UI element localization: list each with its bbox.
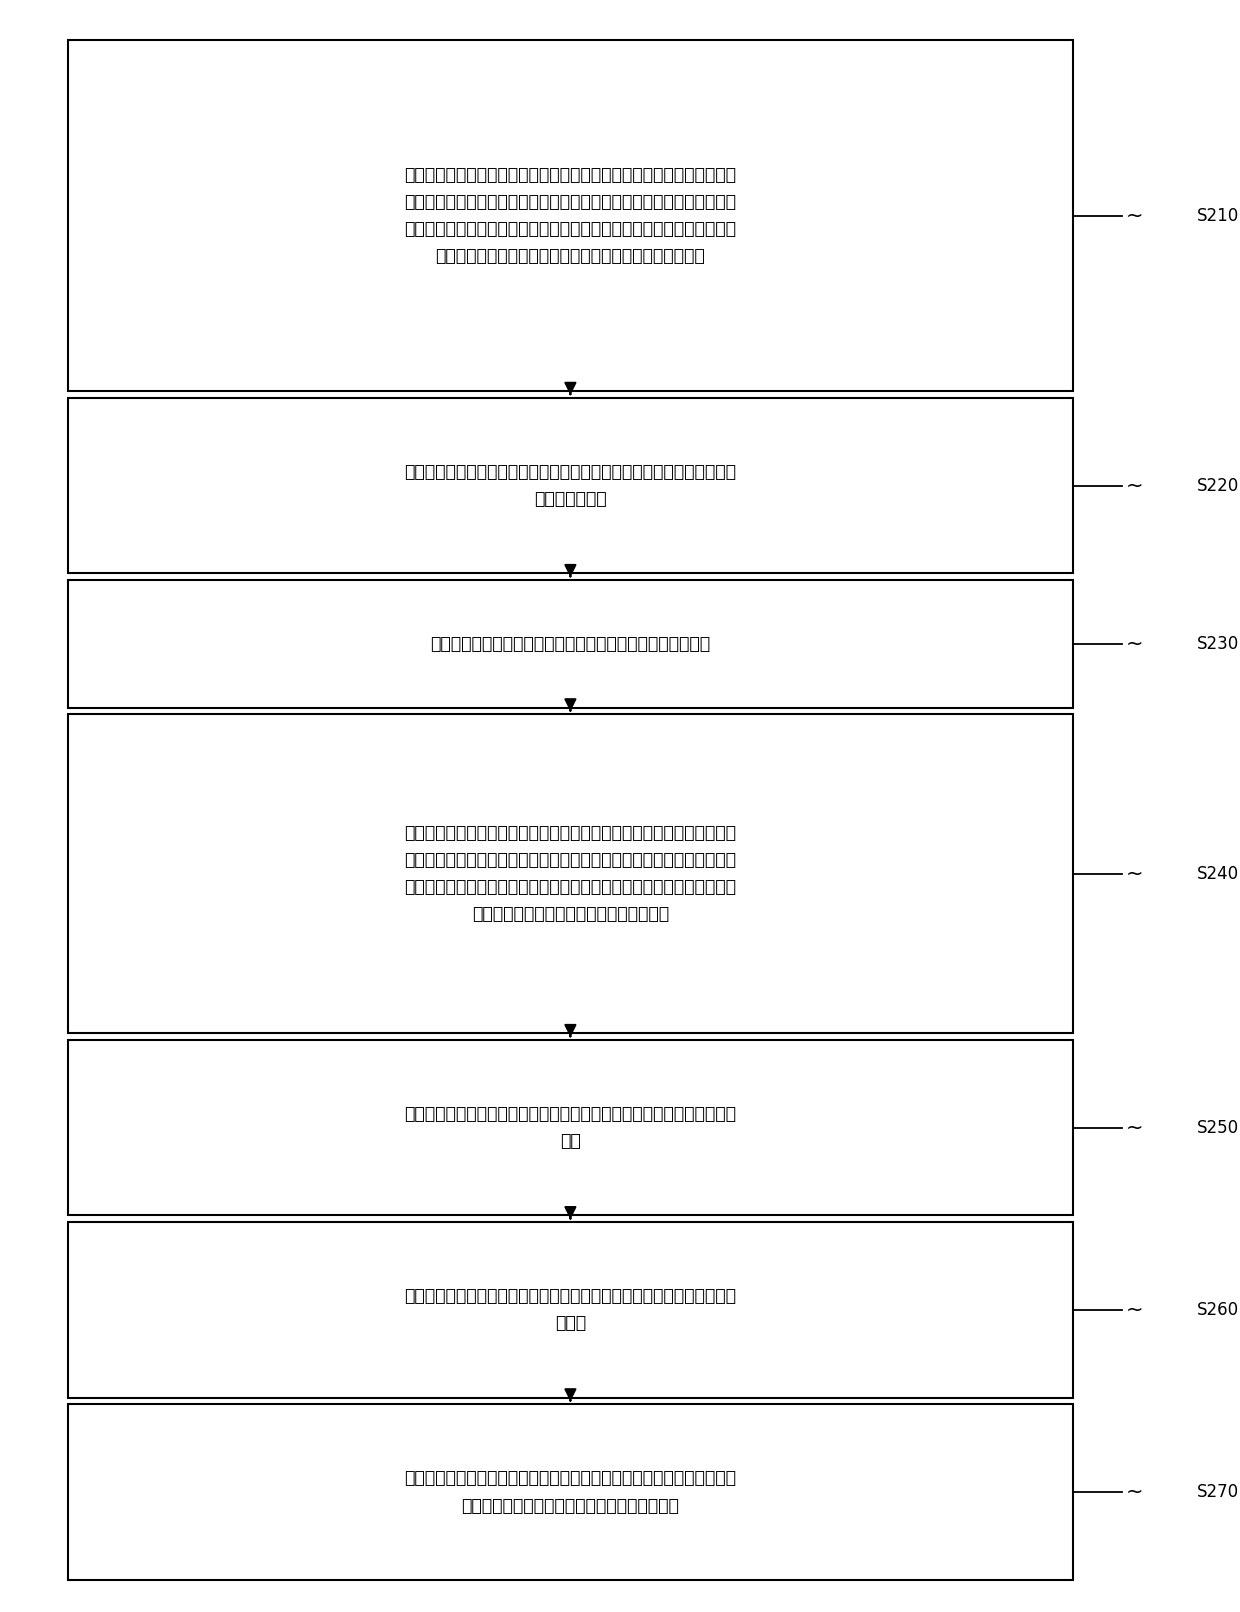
- Text: 通过激励模型产生被测电路模块的指令集合、互联电路模型配置信息以及
存储器模型配置信息，并将指令集合分别发送至主机电路模块和功能模拟
模型，将存储器模型配置信息分: 通过激励模型产生被测电路模块的指令集合、互联电路模型配置信息以及 存储器模型配置…: [404, 166, 737, 266]
- Text: 通过计分板根据操作期待值、主机操作实际值和从机操作实际值，实现对
主机电路模块和从机电路模块间协同工作的验证: 通过计分板根据操作期待值、主机操作实际值和从机操作实际值，实现对 主机电路模块和…: [404, 1470, 737, 1515]
- Bar: [68, 398, 1073, 574]
- Text: ~: ~: [1126, 1481, 1143, 1502]
- Bar: [68, 40, 1073, 392]
- Text: S220: S220: [1197, 477, 1239, 495]
- Text: ~: ~: [1126, 864, 1143, 883]
- Text: ~: ~: [1126, 634, 1143, 654]
- Text: ~: ~: [1126, 1117, 1143, 1138]
- Text: S230: S230: [1197, 635, 1239, 653]
- Text: S210: S210: [1197, 206, 1239, 224]
- Bar: [68, 580, 1073, 708]
- Text: 通过存储器模型根据存储器模型配置信息，实现数据存储功能: 通过存储器模型根据存储器模型配置信息，实现数据存储功能: [430, 635, 711, 653]
- Bar: [68, 1040, 1073, 1215]
- Text: ~: ~: [1126, 476, 1143, 495]
- Text: 通过互联电路模型根据互联电路配置信息，实现主机电路模块和从机电路
模块的互联功能: 通过互联电路模型根据互联电路配置信息，实现主机电路模块和从机电路 模块的互联功能: [404, 463, 737, 508]
- Text: S240: S240: [1197, 864, 1239, 883]
- Bar: [68, 1404, 1073, 1580]
- Text: S250: S250: [1197, 1119, 1239, 1136]
- Text: S260: S260: [1197, 1301, 1239, 1319]
- Text: 通过功能模拟模型模拟包括主机电路模块、从机电路模块、存储器、以及
主机电路模块和从机电路模块之间互联电路的集成芯片的功能，在根据互
联电路模型配置信息以及存储器: 通过功能模拟模型模拟包括主机电路模块、从机电路模块、存储器、以及 主机电路模块和…: [404, 824, 737, 924]
- Text: S270: S270: [1197, 1483, 1239, 1501]
- Text: ~: ~: [1126, 1299, 1143, 1320]
- Text: 通过从机电路模块与主机电路模块协同工作，并将从机操作实际值发送至
计分板: 通过从机电路模块与主机电路模块协同工作，并将从机操作实际值发送至 计分板: [404, 1288, 737, 1333]
- Text: ~: ~: [1126, 206, 1143, 226]
- Text: 通过主机电路模块根据指令集合发起操作，并将主机操作实际值发送至计
分板: 通过主机电路模块根据指令集合发起操作，并将主机操作实际值发送至计 分板: [404, 1106, 737, 1151]
- Bar: [68, 1222, 1073, 1398]
- Bar: [68, 714, 1073, 1033]
